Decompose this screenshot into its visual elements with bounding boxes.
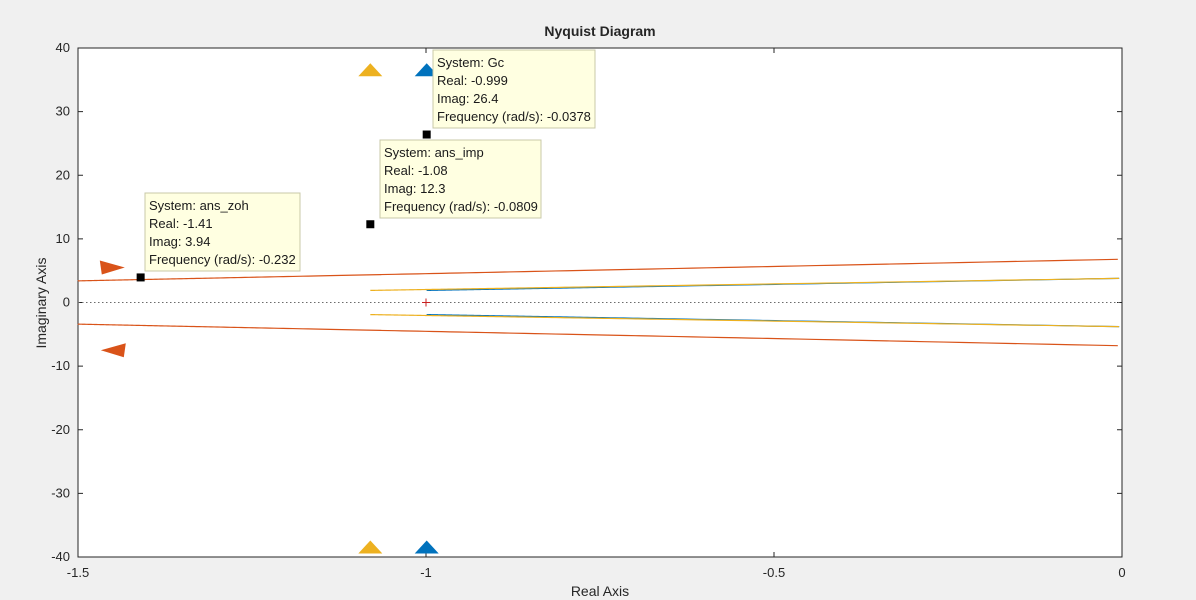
y-tick-label: 0 [63, 295, 70, 310]
datatip-line: Real: -1.08 [384, 163, 448, 178]
y-tick-label: -40 [51, 549, 70, 564]
axis-ticks: -1.5 -1 -0.5 0 40 30 20 10 0 -10 -20 -30 -40 [51, 40, 1125, 580]
chart-overlays: System: Gc Real: -0.999 Imag: 26.4 Frequenc… [136, 49, 596, 282]
y-tick-label: -20 [51, 422, 70, 437]
chart-title: Nyquist Diagram [544, 23, 655, 39]
datatip-marker[interactable] [422, 130, 431, 139]
y-tick-label: 30 [56, 104, 70, 119]
datatip-line: Imag: 3.94 [149, 234, 210, 249]
datatip-box[interactable] [432, 49, 596, 129]
datatip-line: Frequency (rad/s): -0.0809 [384, 199, 538, 214]
series-curve-ans_imp-negative [370, 277, 1120, 292]
direction-arrow-ans_zoh [100, 343, 126, 358]
datatip-line: Imag: 26.4 [437, 91, 498, 106]
datatip-line: Frequency (rad/s): -0.0378 [437, 109, 591, 124]
x-tick-label: 0 [1118, 565, 1125, 580]
series-curve-ans_imp-positive [370, 313, 1120, 328]
datatip-marker[interactable] [366, 220, 375, 229]
direction-arrow-ans_imp [358, 540, 383, 554]
direction-arrow-ans_zoh [99, 260, 125, 275]
series-curve-Gc-negative [426, 277, 1120, 292]
y-axis-label: Imaginary Axis [33, 257, 49, 348]
datatip-line: System: Gc [437, 55, 505, 70]
x-axis-label: Real Axis [571, 583, 629, 599]
series-curve-Gc-positive [426, 313, 1120, 328]
x-tick-label: -0.5 [763, 565, 785, 580]
datatip-line: Frequency (rad/s): -0.232 [149, 252, 296, 267]
series-curves [77, 63, 1122, 554]
datatip-line: Imag: 12.3 [384, 181, 445, 196]
datatip-box[interactable] [144, 192, 301, 272]
y-tick-label: 10 [56, 231, 70, 246]
x-tick-label: -1.5 [67, 565, 89, 580]
y-tick-label: 20 [56, 167, 70, 182]
y-tick-label: -10 [51, 358, 70, 373]
datatip-box[interactable] [379, 139, 542, 219]
datatip-line: System: ans_imp [384, 145, 484, 160]
datatip-line: System: ans_zoh [149, 198, 249, 213]
datatip-line: Real: -1.41 [149, 216, 213, 231]
series-curve-ans_zoh-negative [77, 258, 1118, 282]
series-curve-ans_zoh-positive [77, 323, 1118, 347]
datatip-line: Real: -0.999 [437, 73, 508, 88]
direction-arrow-Gc [414, 540, 439, 554]
y-tick-label: 40 [56, 40, 70, 55]
direction-arrow-ans_imp [358, 63, 383, 77]
x-tick-label: -1 [420, 565, 432, 580]
y-tick-label: -30 [51, 485, 70, 500]
datatip-marker[interactable] [136, 273, 145, 282]
plot-area [77, 47, 1123, 558]
